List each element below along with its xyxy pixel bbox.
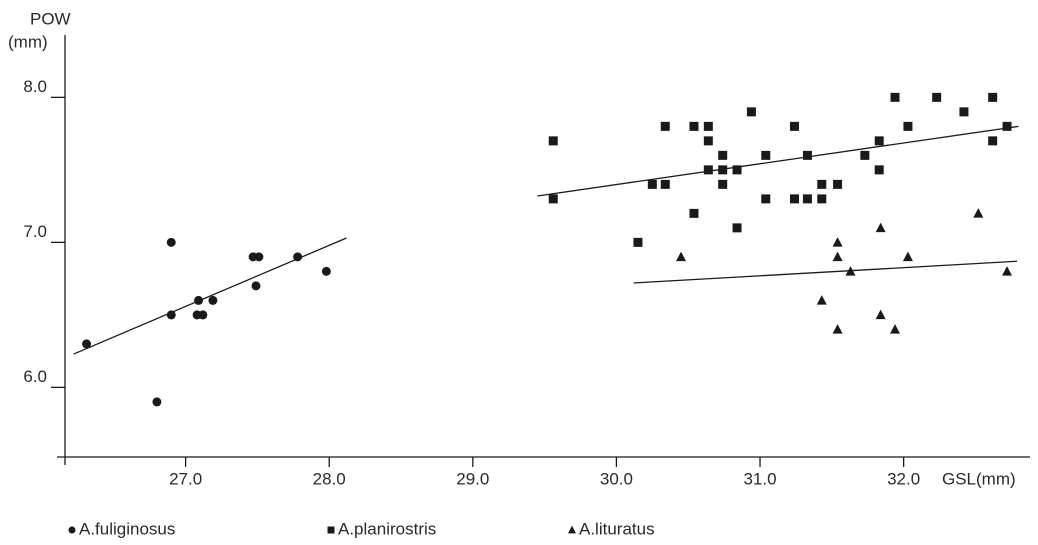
point	[198, 310, 208, 320]
trend-line	[633, 260, 1018, 284]
point	[548, 136, 558, 146]
point	[1002, 266, 1013, 276]
point	[633, 237, 643, 247]
point	[254, 252, 264, 262]
point	[875, 309, 886, 320]
point	[802, 194, 812, 204]
point	[194, 295, 204, 305]
y-tick-label: 6.0	[23, 367, 47, 386]
x-tick-label: 31.0	[743, 469, 776, 488]
y-axis-label: (mm)	[8, 32, 48, 51]
point	[817, 179, 827, 189]
point	[860, 150, 870, 160]
legend-label: A.lituratus	[579, 519, 655, 538]
point	[988, 136, 998, 146]
x-tick-label: 28.0	[313, 469, 346, 488]
legend-marker	[568, 525, 576, 534]
trend-line	[73, 237, 347, 355]
point	[875, 222, 886, 233]
y-axis-label: POW	[30, 9, 71, 28]
y-tick-label: 8.0	[23, 77, 47, 96]
x-tick-label: 29.0	[456, 469, 489, 488]
point	[832, 251, 843, 262]
point	[647, 179, 657, 189]
point	[789, 194, 799, 204]
point	[832, 324, 843, 334]
point	[718, 165, 728, 175]
point	[251, 281, 261, 291]
point	[689, 208, 699, 218]
x-axis-label: GSL(mm)	[942, 469, 1016, 488]
point	[703, 165, 713, 175]
point	[903, 121, 913, 131]
point	[902, 251, 913, 262]
point	[817, 194, 827, 204]
point	[660, 179, 670, 189]
point	[761, 150, 771, 160]
point	[874, 165, 884, 175]
point	[660, 121, 670, 131]
point	[703, 121, 713, 131]
point	[703, 136, 713, 146]
point	[988, 92, 998, 102]
point	[932, 92, 942, 102]
x-tick-label: 30.0	[600, 469, 633, 488]
point	[1002, 121, 1012, 131]
point	[890, 92, 900, 102]
trend-line	[537, 125, 1019, 197]
point	[676, 251, 687, 262]
point	[833, 179, 843, 189]
point	[973, 208, 984, 218]
x-tick-label: 27.0	[169, 469, 202, 488]
point	[832, 237, 843, 247]
point	[293, 252, 303, 262]
point	[789, 121, 799, 131]
legend-marker	[68, 526, 76, 534]
point	[959, 107, 969, 117]
point	[718, 150, 728, 160]
point	[82, 339, 92, 349]
point	[732, 223, 742, 233]
point	[890, 324, 901, 334]
point	[802, 150, 812, 160]
point	[166, 310, 176, 320]
legend-label: A.fuliginosus	[79, 519, 175, 538]
point	[718, 179, 728, 189]
point	[816, 295, 827, 305]
y-tick-label: 7.0	[23, 222, 47, 241]
point	[845, 266, 856, 276]
x-tick-label: 32.0	[887, 469, 920, 488]
legend-marker	[327, 526, 335, 534]
point	[548, 194, 558, 204]
point	[689, 121, 699, 131]
point	[321, 266, 331, 276]
point	[746, 107, 756, 117]
point	[152, 397, 162, 407]
point	[732, 165, 742, 175]
point	[874, 136, 884, 146]
point	[761, 194, 771, 204]
point	[208, 295, 218, 305]
point	[166, 237, 176, 247]
legend-label: A.planirostris	[338, 519, 436, 538]
